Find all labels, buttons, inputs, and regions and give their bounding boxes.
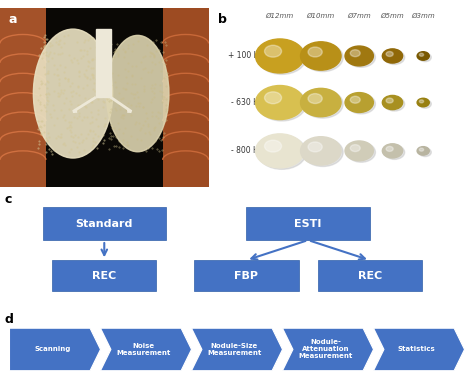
Circle shape [383, 49, 402, 63]
Text: Ø7mm: Ø7mm [347, 13, 371, 19]
Circle shape [257, 87, 306, 121]
Circle shape [419, 100, 424, 103]
Polygon shape [283, 328, 374, 371]
Circle shape [257, 135, 306, 169]
Circle shape [417, 147, 429, 155]
Circle shape [350, 50, 360, 57]
Circle shape [386, 51, 393, 56]
Circle shape [345, 93, 374, 112]
Circle shape [301, 137, 341, 165]
Text: - 630 HU: - 630 HU [231, 98, 264, 107]
Text: Statistics: Statistics [398, 346, 435, 352]
Text: - 800 HU: - 800 HU [231, 146, 264, 155]
Circle shape [417, 52, 429, 60]
FancyBboxPatch shape [246, 207, 370, 240]
Circle shape [386, 98, 393, 103]
FancyBboxPatch shape [43, 207, 166, 240]
Circle shape [308, 47, 322, 57]
Bar [96, 29, 110, 97]
Text: + 100 HU: + 100 HU [228, 51, 264, 61]
Circle shape [350, 145, 360, 152]
Circle shape [302, 90, 343, 118]
Circle shape [345, 46, 374, 66]
Circle shape [386, 146, 393, 151]
Circle shape [384, 50, 405, 64]
Text: Ø12mm: Ø12mm [266, 13, 294, 19]
FancyBboxPatch shape [194, 260, 299, 291]
Text: Scanning: Scanning [34, 346, 71, 352]
FancyBboxPatch shape [52, 260, 156, 291]
Circle shape [264, 45, 282, 57]
Circle shape [384, 145, 405, 159]
Polygon shape [100, 328, 191, 371]
Ellipse shape [106, 35, 169, 152]
Text: Noise
Measurement: Noise Measurement [116, 343, 171, 356]
Circle shape [384, 97, 405, 111]
Circle shape [302, 138, 343, 166]
Text: REC: REC [357, 271, 382, 280]
Text: Ø5mm: Ø5mm [381, 13, 404, 19]
Polygon shape [374, 328, 465, 371]
Ellipse shape [33, 29, 113, 158]
Circle shape [345, 141, 374, 161]
Circle shape [255, 39, 304, 73]
Text: Ø10mm: Ø10mm [307, 13, 335, 19]
Text: Nodule-Size
Measurement: Nodule-Size Measurement [207, 343, 262, 356]
Circle shape [257, 40, 306, 74]
Polygon shape [191, 328, 283, 371]
Circle shape [419, 148, 431, 157]
Circle shape [419, 53, 424, 56]
Polygon shape [163, 8, 209, 187]
Circle shape [302, 43, 343, 72]
Circle shape [417, 98, 429, 107]
Text: Ø3mm: Ø3mm [411, 13, 435, 19]
Circle shape [383, 144, 402, 158]
Circle shape [419, 100, 431, 108]
Polygon shape [0, 8, 46, 187]
Polygon shape [9, 328, 100, 371]
Circle shape [350, 96, 360, 103]
Circle shape [264, 92, 282, 104]
Circle shape [419, 148, 424, 151]
Circle shape [264, 140, 282, 152]
Text: c: c [5, 193, 12, 206]
Circle shape [347, 94, 375, 114]
Text: Nodule-
Attenuation
Measurement: Nodule- Attenuation Measurement [298, 339, 353, 359]
Circle shape [301, 88, 341, 117]
Circle shape [419, 53, 431, 62]
Text: ESTI: ESTI [294, 219, 322, 229]
Circle shape [301, 42, 341, 70]
Circle shape [255, 85, 304, 120]
Circle shape [308, 142, 322, 152]
Text: Standard: Standard [75, 219, 133, 229]
Text: d: d [5, 313, 14, 326]
Text: b: b [219, 13, 228, 26]
Text: FBP: FBP [235, 271, 258, 280]
Circle shape [255, 134, 304, 168]
Circle shape [383, 95, 402, 110]
Text: REC: REC [92, 271, 117, 280]
Circle shape [308, 94, 322, 104]
Text: a: a [9, 13, 17, 26]
Circle shape [347, 48, 375, 67]
Circle shape [347, 142, 375, 162]
FancyBboxPatch shape [318, 260, 422, 291]
